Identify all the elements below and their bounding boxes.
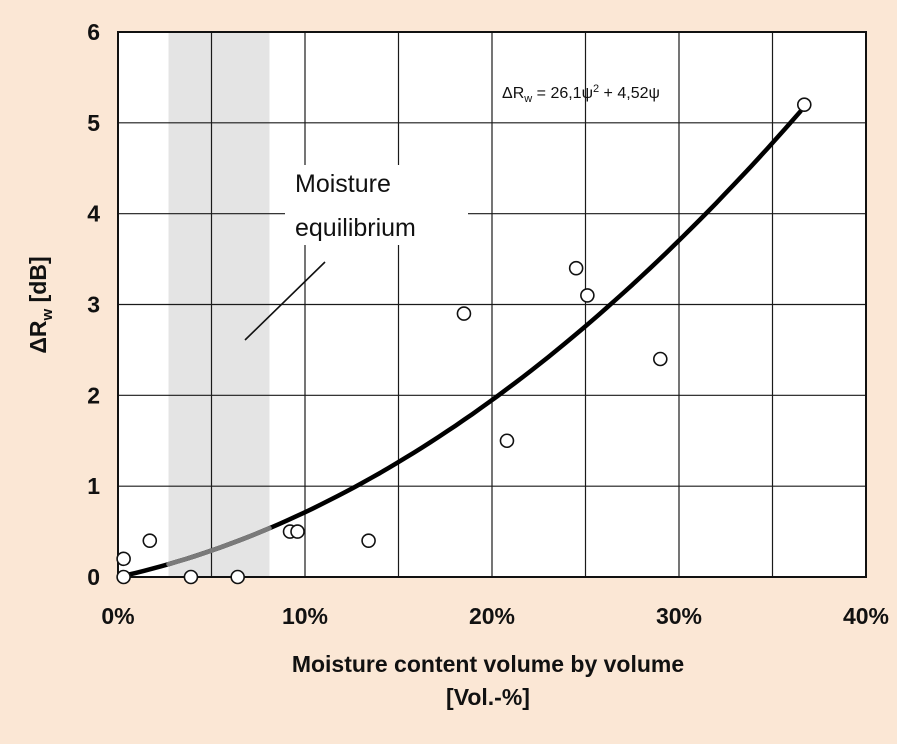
data-point xyxy=(456,306,472,321)
x-axis-title: Moisture content volume by volume xyxy=(292,651,684,677)
data-point xyxy=(361,533,376,548)
x-tick-label: 40% xyxy=(843,603,889,629)
data-point xyxy=(652,351,668,367)
data-point xyxy=(568,260,584,276)
data-points xyxy=(116,97,812,585)
data-point xyxy=(116,551,131,567)
y-tick-label: 6 xyxy=(87,19,100,45)
x-tick-labels: 0% 10% 20% 30% 40% xyxy=(101,603,889,629)
data-point xyxy=(116,569,131,585)
plot-border xyxy=(117,31,867,578)
fit-equation: ΔRw = 26,1ψ2 + 4,52ψ xyxy=(502,83,660,105)
data-point xyxy=(290,524,305,539)
x-tick-label: 0% xyxy=(101,603,134,629)
annotation-line-2: equilibrium xyxy=(295,214,416,242)
data-point xyxy=(183,569,199,585)
data-point xyxy=(230,569,245,585)
y-tick-label: 0 xyxy=(87,564,100,590)
data-point xyxy=(499,433,515,449)
annotation-backdrop xyxy=(285,165,468,245)
y-tick-label: 1 xyxy=(87,473,100,499)
annotation-line-1: Moisture xyxy=(295,170,391,198)
annotation-leader-line xyxy=(244,261,326,341)
x-axis-unit: [Vol.-%] xyxy=(446,684,530,710)
data-point xyxy=(796,97,812,112)
x-tick-label: 10% xyxy=(282,603,328,629)
data-point xyxy=(142,533,158,548)
data-point xyxy=(580,288,595,303)
x-tick-label: 20% xyxy=(469,603,515,629)
x-tick-label: 30% xyxy=(656,603,702,629)
y-tick-label: 4 xyxy=(87,201,100,227)
y-tick-label: 5 xyxy=(87,110,100,136)
y-tick-label: 2 xyxy=(87,382,100,408)
y-tick-label: 3 xyxy=(87,292,100,318)
y-axis-title: ΔRw [dB] xyxy=(25,256,56,353)
fit-curve-band-segment xyxy=(166,525,272,567)
y-tick-labels: 0 1 2 3 4 5 6 xyxy=(87,19,100,590)
